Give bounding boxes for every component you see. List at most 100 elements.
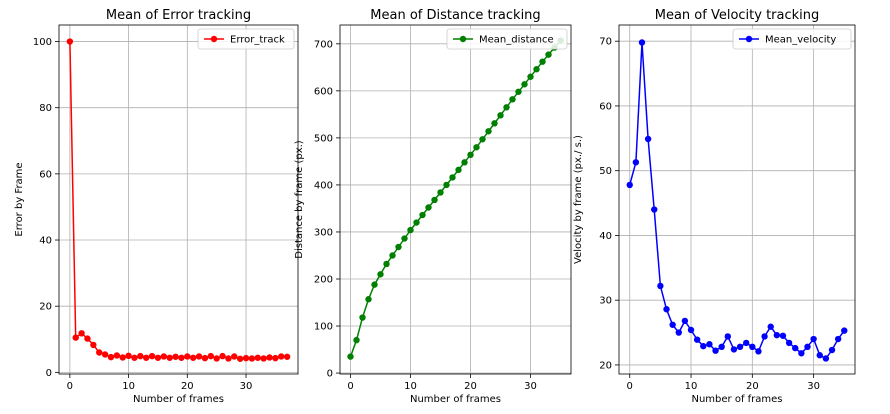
x-tick-label: 30 — [807, 381, 820, 392]
y-tick-label: 40 — [39, 236, 52, 247]
x-tick-label: 0 — [67, 381, 73, 392]
legend-marker — [459, 35, 467, 43]
y-tick-label: 700 — [314, 39, 333, 50]
x-tick-label: 0 — [347, 381, 353, 392]
data-point — [201, 354, 209, 362]
legend-box — [732, 28, 852, 50]
data-point — [160, 353, 168, 360]
data-point — [254, 354, 261, 361]
y-tick-label: 60 — [599, 101, 612, 112]
data-point — [706, 341, 713, 348]
data-point — [626, 181, 633, 189]
x-tick-label: 10 — [685, 381, 698, 392]
data-point — [779, 332, 787, 339]
data-point — [347, 353, 354, 360]
legend-label: Error_track — [230, 35, 285, 46]
y-tick-label: 0 — [46, 368, 52, 379]
data-point — [225, 355, 232, 362]
data-point — [371, 281, 378, 288]
data-point — [816, 352, 823, 359]
data-point — [539, 58, 546, 65]
data-point — [425, 204, 432, 211]
data-point — [455, 166, 462, 174]
data-point — [154, 354, 162, 361]
data-point — [497, 112, 504, 119]
chart-title: Mean of Error tracking — [106, 8, 251, 23]
data-point — [172, 353, 179, 360]
data-point — [78, 330, 85, 337]
data-point — [148, 352, 156, 360]
y-axis-label: Distance by frame (px.) — [294, 140, 305, 259]
data-point — [219, 352, 226, 360]
series-line — [349, 40, 562, 357]
data-point — [84, 335, 91, 342]
data-point — [785, 339, 793, 347]
data-point — [822, 355, 830, 362]
x-axis-label: Number of frames — [410, 394, 501, 405]
x-tick-label: 20 — [464, 381, 477, 392]
data-point — [792, 344, 799, 352]
data-point — [101, 351, 109, 358]
y-tick-label: 20 — [599, 360, 612, 371]
x-tick-label: 30 — [524, 381, 537, 392]
data-point — [742, 339, 750, 347]
data-point — [449, 174, 456, 181]
y-tick-label: 50 — [599, 166, 612, 177]
data-point — [767, 323, 774, 330]
data-point — [213, 355, 220, 362]
data-point — [527, 73, 534, 80]
data-point — [834, 335, 842, 343]
x-tick-label: 10 — [404, 381, 417, 392]
legend-label: Mean_velocity — [765, 35, 836, 46]
axes-frame — [339, 24, 572, 375]
data-point — [632, 159, 640, 166]
data-point — [687, 326, 695, 334]
data-point — [137, 352, 144, 360]
data-point — [113, 352, 121, 359]
data-point — [675, 329, 682, 336]
data-point — [712, 347, 719, 354]
data-point — [72, 334, 79, 341]
data-point — [359, 314, 366, 321]
data-point — [189, 354, 197, 361]
x-tick-label: 0 — [627, 381, 633, 392]
data-point — [272, 354, 279, 362]
data-point — [663, 306, 670, 313]
data-point — [125, 352, 132, 360]
data-point — [90, 341, 97, 349]
legend-label: Mean_distance — [479, 35, 554, 46]
data-point — [461, 159, 468, 166]
data-point — [242, 354, 250, 362]
data-point — [178, 354, 185, 361]
data-point — [810, 335, 817, 343]
data-point — [755, 348, 762, 355]
data-point — [479, 136, 486, 143]
y-tick-label: 600 — [314, 86, 333, 97]
data-point — [437, 189, 444, 196]
y-tick-label: 20 — [39, 302, 52, 313]
data-point — [207, 352, 214, 360]
series-line — [628, 42, 845, 360]
y-axis-label: Error by Frame — [14, 162, 25, 236]
x-tick-label: 20 — [746, 381, 759, 392]
data-point — [66, 38, 74, 45]
x-tick-label: 20 — [181, 381, 194, 392]
y-tick-label: 400 — [314, 180, 333, 191]
y-tick-label: 30 — [599, 296, 612, 307]
data-point — [107, 353, 115, 361]
data-point — [131, 354, 138, 361]
y-tick-label: 0 — [327, 369, 333, 380]
data-point — [395, 243, 402, 251]
data-point — [283, 353, 291, 360]
data-point — [503, 104, 510, 111]
x-axis-label: Number of frames — [133, 394, 224, 405]
series-line — [69, 41, 288, 360]
data-point — [669, 321, 676, 328]
data-point — [730, 346, 738, 353]
legend-marker — [745, 35, 753, 43]
data-point — [383, 260, 390, 268]
data-point — [467, 151, 474, 159]
x-tick-label: 30 — [240, 381, 253, 392]
data-point — [491, 120, 498, 127]
